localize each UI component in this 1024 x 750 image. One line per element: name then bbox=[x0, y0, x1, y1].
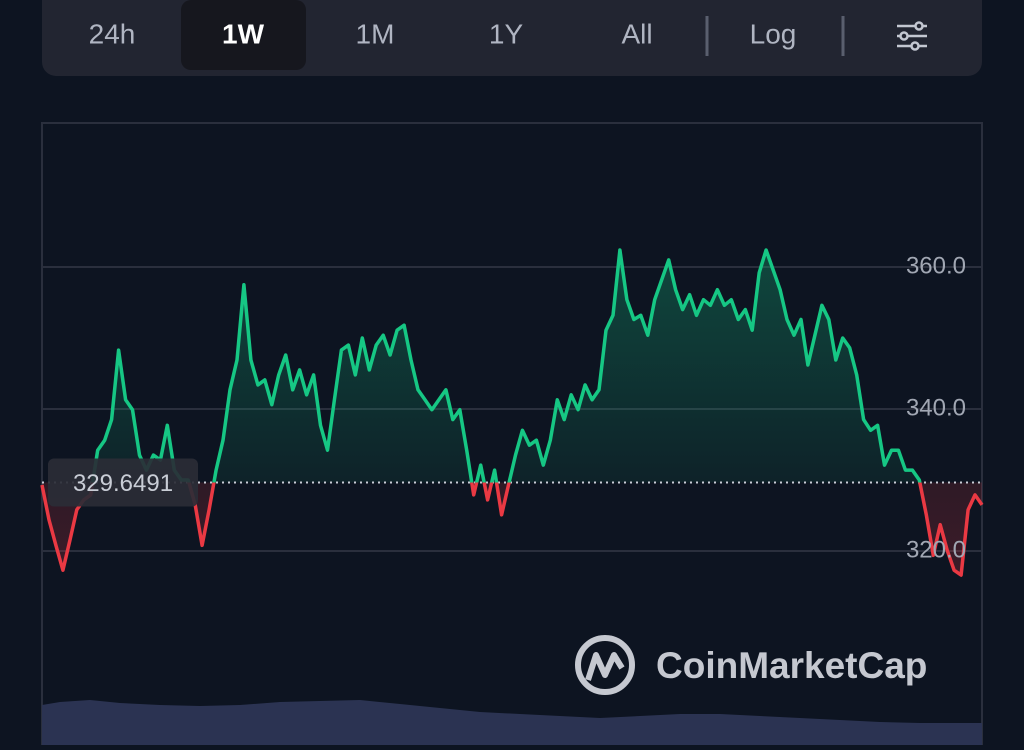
tab[interactable]: 1Y bbox=[489, 18, 524, 49]
price-line bbox=[40, 248, 984, 577]
active-tab-bg bbox=[181, 0, 306, 70]
y-tick-label: 340.0 bbox=[906, 394, 966, 421]
tab[interactable]: 1W bbox=[222, 18, 265, 49]
baseline-label-bg bbox=[48, 458, 198, 507]
tab[interactable]: 24h bbox=[89, 18, 136, 49]
watermark: CoinMarketCap bbox=[575, 635, 927, 695]
chart-frame bbox=[41, 122, 983, 750]
tab[interactable]: Log bbox=[750, 18, 797, 49]
logo bbox=[575, 635, 635, 695]
tab[interactable]: All bbox=[621, 18, 652, 49]
price-area bbox=[42, 250, 982, 576]
tab[interactable]: 1M bbox=[356, 18, 395, 49]
baseline-label: 329.6491 bbox=[73, 470, 173, 497]
watermark-text: CoinMarketCap bbox=[656, 645, 927, 686]
y-tick-label: 320.0 bbox=[906, 536, 966, 563]
volume-area bbox=[42, 700, 982, 745]
settings-icon[interactable] bbox=[897, 21, 927, 51]
y-tick-label: 360.0 bbox=[906, 252, 966, 279]
logo-mark bbox=[585, 652, 625, 681]
